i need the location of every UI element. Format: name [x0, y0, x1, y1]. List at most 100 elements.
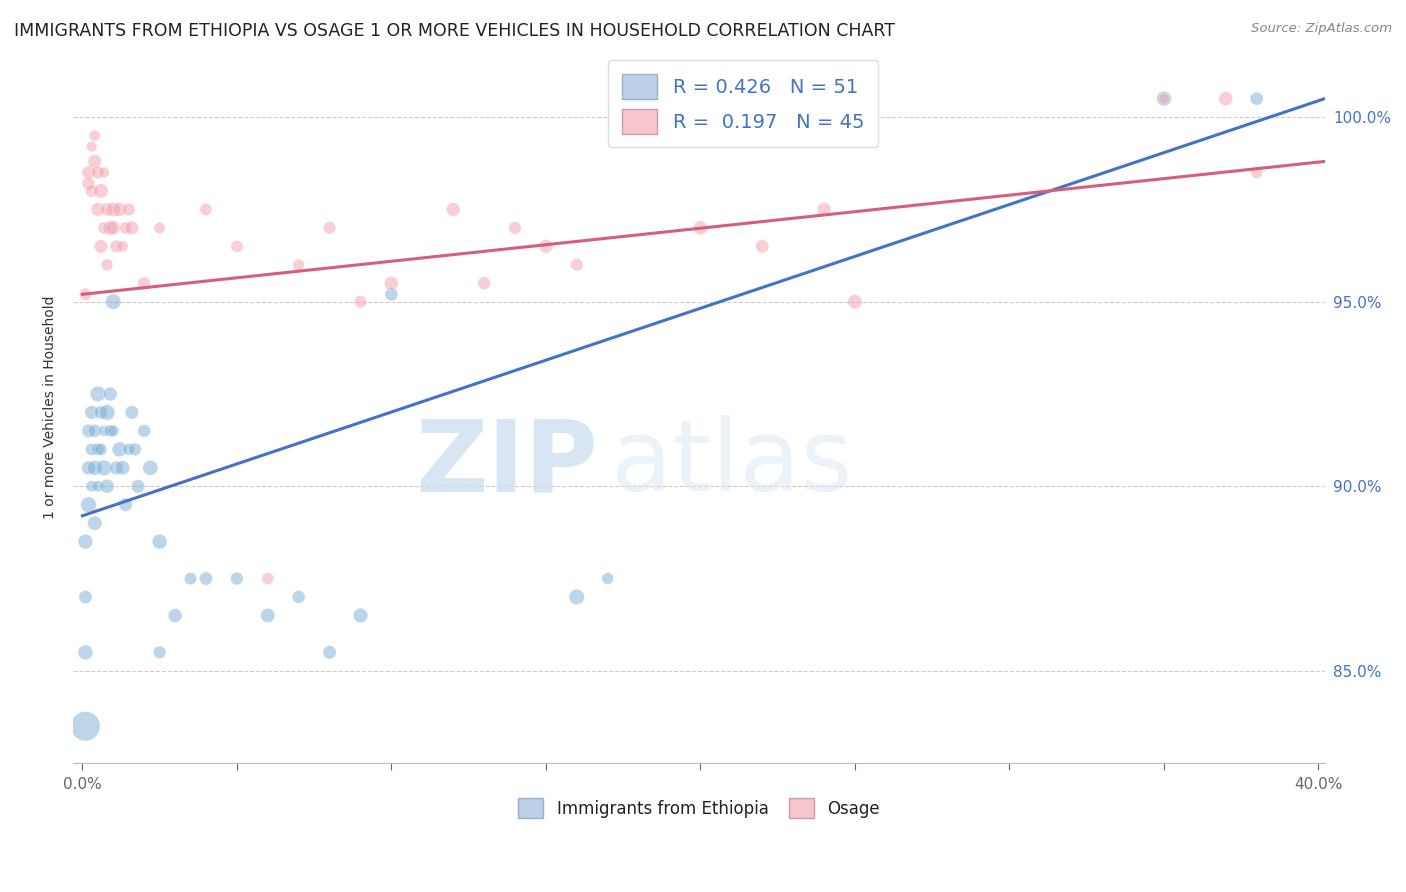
Point: [80, 405, 103, 419]
Point: [194, 202, 217, 217]
Point: [77, 177, 100, 191]
Text: Source: ZipAtlas.com: Source: ZipAtlas.com: [1251, 22, 1392, 36]
Point: [256, 572, 278, 586]
Point: [751, 239, 773, 253]
Point: [118, 202, 141, 217]
Point: [844, 294, 866, 309]
Point: [441, 202, 464, 217]
Point: [80, 184, 103, 198]
Point: [108, 442, 131, 457]
Point: [134, 424, 156, 438]
Point: [1246, 92, 1268, 106]
Point: [225, 572, 247, 586]
Point: [98, 387, 121, 401]
Point: [83, 154, 105, 169]
Point: [318, 645, 340, 659]
Point: [565, 258, 588, 272]
Point: [80, 479, 103, 493]
Point: [118, 442, 141, 457]
Point: [565, 590, 588, 604]
Point: [380, 287, 402, 301]
Legend: Immigrants from Ethiopia, Osage: Immigrants from Ethiopia, Osage: [510, 790, 887, 826]
Point: [596, 572, 619, 586]
Point: [1215, 92, 1237, 106]
Point: [93, 424, 115, 438]
Point: [194, 572, 217, 586]
Point: [103, 424, 125, 438]
Point: [1246, 165, 1268, 179]
Point: [96, 479, 118, 493]
Point: [114, 498, 136, 512]
Point: [98, 424, 121, 438]
Point: [349, 608, 371, 623]
Point: [103, 220, 125, 235]
Point: [75, 287, 97, 301]
Text: IMMIGRANTS FROM ETHIOPIA VS OSAGE 1 OR MORE VEHICLES IN HOUSEHOLD CORRELATION CH: IMMIGRANTS FROM ETHIOPIA VS OSAGE 1 OR M…: [14, 22, 896, 40]
Point: [83, 516, 105, 531]
Point: [83, 424, 105, 438]
Point: [75, 534, 97, 549]
Point: [318, 220, 340, 235]
Point: [77, 424, 100, 438]
Point: [87, 479, 110, 493]
Point: [87, 442, 110, 457]
Point: [93, 220, 115, 235]
Point: [96, 258, 118, 272]
Point: [380, 277, 402, 291]
Point: [93, 460, 115, 475]
Point: [77, 498, 100, 512]
Point: [90, 239, 112, 253]
Point: [111, 460, 134, 475]
Point: [75, 590, 97, 604]
Point: [256, 608, 278, 623]
Point: [139, 460, 162, 475]
Point: [93, 165, 115, 179]
Point: [287, 258, 309, 272]
Point: [108, 202, 131, 217]
Point: [103, 294, 125, 309]
Point: [149, 645, 172, 659]
Point: [83, 128, 105, 143]
Point: [689, 220, 711, 235]
Point: [105, 239, 128, 253]
Point: [127, 479, 149, 493]
Point: [103, 202, 125, 217]
Point: [813, 202, 835, 217]
Point: [349, 294, 371, 309]
Point: [77, 460, 100, 475]
Point: [1153, 92, 1175, 106]
Point: [287, 590, 309, 604]
Point: [77, 165, 100, 179]
Point: [134, 277, 156, 291]
Text: atlas: atlas: [612, 416, 853, 512]
Point: [87, 387, 110, 401]
Point: [87, 165, 110, 179]
Point: [87, 202, 110, 217]
Point: [1153, 92, 1175, 106]
Point: [121, 220, 143, 235]
Point: [98, 220, 121, 235]
Point: [90, 184, 112, 198]
Point: [165, 608, 187, 623]
Point: [111, 239, 134, 253]
Point: [149, 534, 172, 549]
Point: [149, 220, 172, 235]
Point: [83, 460, 105, 475]
Point: [80, 442, 103, 457]
Point: [225, 239, 247, 253]
Point: [96, 202, 118, 217]
Point: [96, 405, 118, 419]
Point: [105, 460, 128, 475]
Point: [90, 442, 112, 457]
Point: [121, 405, 143, 419]
Point: [472, 277, 495, 291]
Point: [503, 220, 526, 235]
Y-axis label: 1 or more Vehicles in Household: 1 or more Vehicles in Household: [44, 295, 58, 518]
Point: [75, 645, 97, 659]
Point: [114, 220, 136, 235]
Point: [534, 239, 557, 253]
Point: [90, 405, 112, 419]
Point: [180, 572, 202, 586]
Text: ZIP: ZIP: [416, 416, 599, 512]
Point: [80, 139, 103, 153]
